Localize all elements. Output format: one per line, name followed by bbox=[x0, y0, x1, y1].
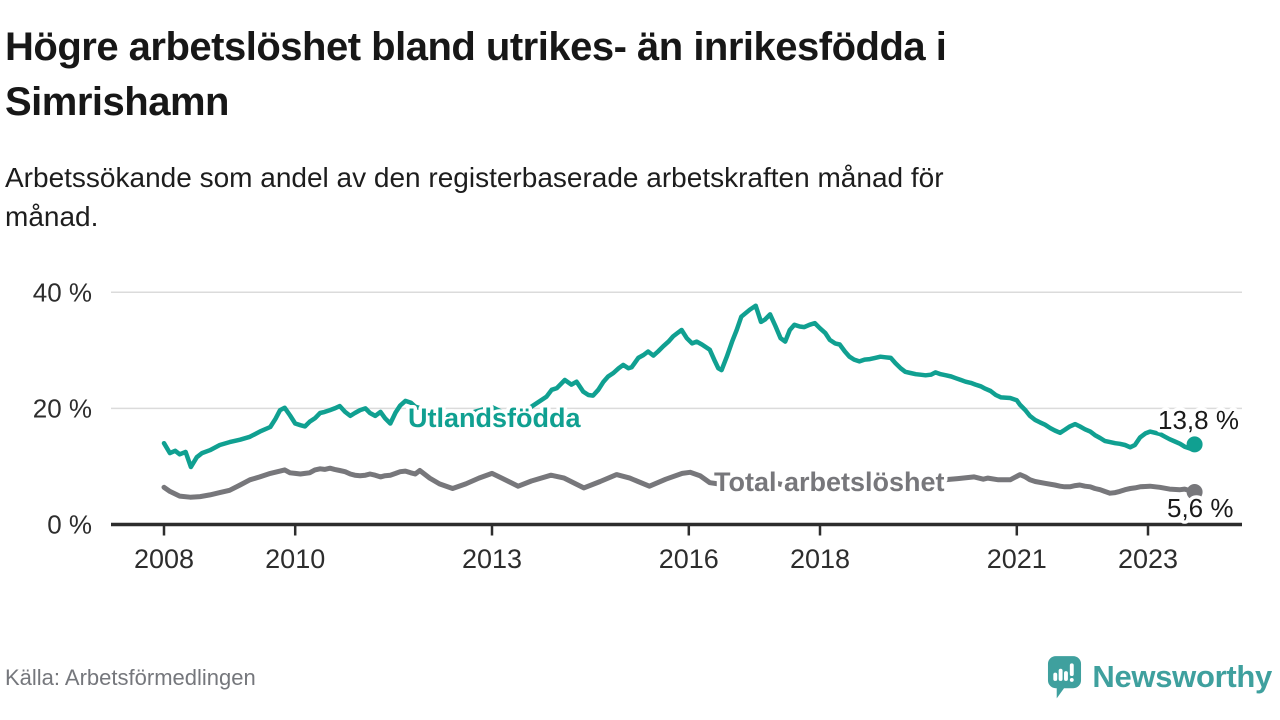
page-title: Högre arbetslöshet bland utrikes- än inr… bbox=[5, 20, 1265, 130]
page-title-line-2: Simrishamn bbox=[5, 80, 229, 124]
endpoint-dot-utlandsf-dda bbox=[1186, 436, 1203, 453]
series-line-utlandsf-dda bbox=[161, 303, 1197, 470]
chart-subtitle: Arbetssökande som andel av den registerb… bbox=[5, 158, 1205, 236]
x-tick-label-2018: 2018 bbox=[790, 544, 850, 574]
newsworthy-logo-text: Newsworthy bbox=[1092, 659, 1272, 694]
page-title-line-1: Högre arbetslöshet bland utrikes- än inr… bbox=[5, 25, 947, 69]
value-label-1: 5,6 % bbox=[1167, 493, 1234, 523]
y-tick-label-0: 0 % bbox=[47, 510, 92, 540]
x-tick-label-2023: 2023 bbox=[1118, 544, 1178, 574]
x-tick-label-2013: 2013 bbox=[462, 544, 522, 574]
newsworthy-logo: Newsworthy bbox=[1047, 652, 1272, 702]
chart-subtitle-line-2: månad. bbox=[5, 201, 99, 232]
y-tick-label-20: 20 % bbox=[33, 393, 92, 423]
x-tick-label-2008: 2008 bbox=[134, 544, 194, 574]
x-tick-label-2021: 2021 bbox=[987, 544, 1047, 574]
y-tick-label-40: 40 % bbox=[33, 277, 92, 307]
endpoint-dot-total-arbetsl-shet bbox=[1186, 484, 1203, 500]
value-label-0: 13,8 % bbox=[1158, 405, 1239, 435]
x-tick-label-2016: 2016 bbox=[659, 544, 719, 574]
newsworthy-logo-icon bbox=[1048, 655, 1082, 698]
x-tick-label-2010: 2010 bbox=[265, 544, 325, 574]
series-line-total-arbetsl-shet bbox=[161, 465, 1198, 500]
source-note: Källa: Arbetsförmedlingen bbox=[5, 665, 256, 690]
series-label-utlandsf-dda: Utlandsfödda bbox=[408, 403, 581, 433]
series-label-total-arbetsl-shet: Total arbetslöshet bbox=[714, 467, 945, 497]
chart-subtitle-line-1: Arbetssökande som andel av den registerb… bbox=[5, 162, 944, 193]
